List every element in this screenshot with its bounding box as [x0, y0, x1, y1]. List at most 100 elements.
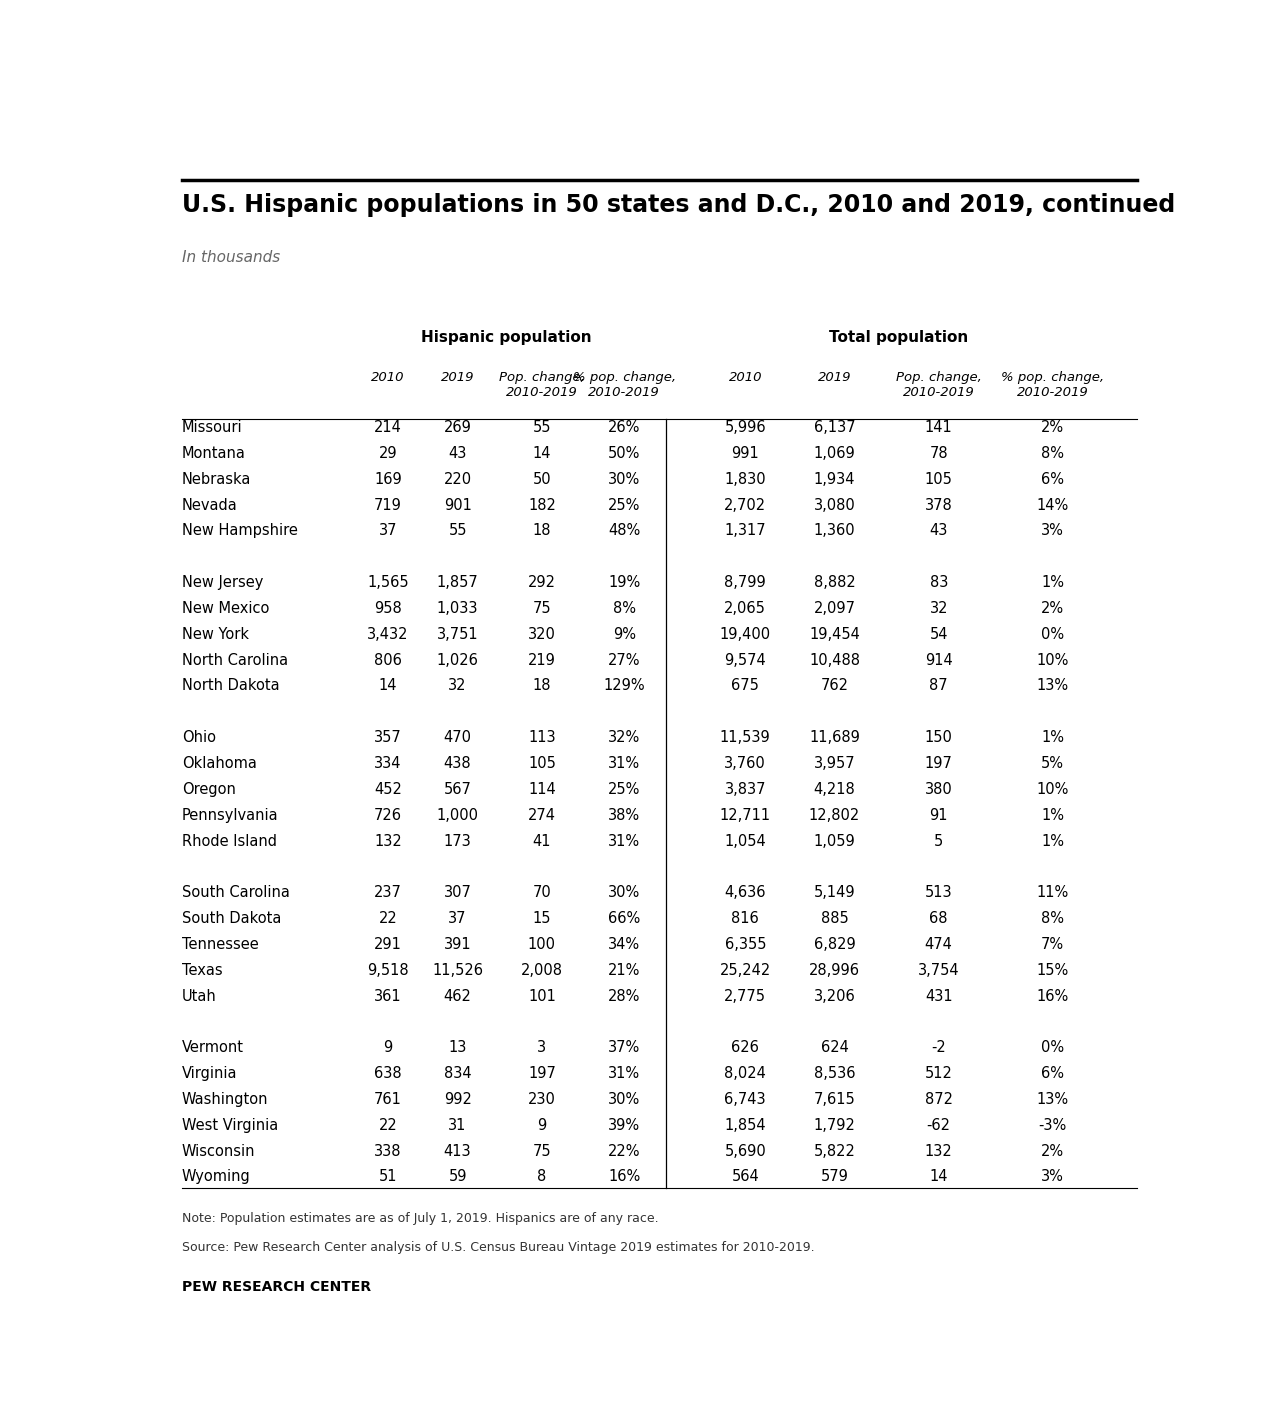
Text: Oregon: Oregon [182, 783, 236, 797]
Text: 25%: 25% [608, 498, 640, 513]
Text: 114: 114 [529, 783, 556, 797]
Text: 150: 150 [924, 730, 952, 744]
Text: 292: 292 [527, 575, 556, 591]
Text: 1%: 1% [1042, 575, 1064, 591]
Text: Pennsylvania: Pennsylvania [182, 808, 279, 822]
Text: Total population: Total population [829, 330, 969, 345]
Text: 39%: 39% [608, 1118, 640, 1132]
Text: 83: 83 [929, 575, 948, 591]
Text: 914: 914 [925, 653, 952, 668]
Text: 219: 219 [527, 653, 556, 668]
Text: 761: 761 [374, 1091, 402, 1107]
Text: 624: 624 [820, 1041, 849, 1055]
Text: 5,822: 5,822 [814, 1144, 855, 1159]
Text: 1,069: 1,069 [814, 446, 855, 461]
Text: 1%: 1% [1042, 808, 1064, 822]
Text: 22: 22 [379, 911, 398, 926]
Text: 3%: 3% [1042, 1169, 1064, 1184]
Text: 5,690: 5,690 [724, 1144, 767, 1159]
Text: 51: 51 [379, 1169, 397, 1184]
Text: 3,751: 3,751 [436, 627, 479, 642]
Text: 380: 380 [925, 783, 952, 797]
Text: 34%: 34% [608, 936, 640, 952]
Text: Wyoming: Wyoming [182, 1169, 251, 1184]
Text: % pop. change,
2010-2019: % pop. change, 2010-2019 [572, 371, 676, 399]
Text: 173: 173 [444, 833, 471, 849]
Text: 91: 91 [929, 808, 948, 822]
Text: 10%: 10% [1037, 783, 1069, 797]
Text: 28,996: 28,996 [809, 963, 860, 977]
Text: 1,054: 1,054 [724, 833, 767, 849]
Text: 638: 638 [374, 1066, 402, 1081]
Text: 11,526: 11,526 [433, 963, 483, 977]
Text: 6,355: 6,355 [724, 936, 765, 952]
Text: 834: 834 [444, 1066, 471, 1081]
Text: 719: 719 [374, 498, 402, 513]
Text: 68: 68 [929, 911, 948, 926]
Text: 7,615: 7,615 [814, 1091, 855, 1107]
Text: 50%: 50% [608, 446, 640, 461]
Text: 19,400: 19,400 [719, 627, 771, 642]
Text: 214: 214 [374, 420, 402, 436]
Text: Rhode Island: Rhode Island [182, 833, 276, 849]
Text: 30%: 30% [608, 472, 640, 486]
Text: 113: 113 [529, 730, 556, 744]
Text: 8%: 8% [1042, 446, 1064, 461]
Text: 14: 14 [929, 1169, 948, 1184]
Text: South Carolina: South Carolina [182, 885, 289, 900]
Text: 2,065: 2,065 [724, 601, 767, 616]
Text: 726: 726 [374, 808, 402, 822]
Text: 66%: 66% [608, 911, 640, 926]
Text: 438: 438 [444, 756, 471, 771]
Text: 101: 101 [527, 988, 556, 1004]
Text: 2,702: 2,702 [724, 498, 767, 513]
Text: Ohio: Ohio [182, 730, 216, 744]
Text: 2010: 2010 [371, 371, 404, 384]
Text: 31%: 31% [608, 833, 640, 849]
Text: 9,518: 9,518 [367, 963, 410, 977]
Text: 5,996: 5,996 [724, 420, 767, 436]
Text: 1,000: 1,000 [436, 808, 479, 822]
Text: 169: 169 [374, 472, 402, 486]
Text: 291: 291 [374, 936, 402, 952]
Text: 3,432: 3,432 [367, 627, 408, 642]
Text: Utah: Utah [182, 988, 216, 1004]
Text: 470: 470 [444, 730, 471, 744]
Text: 7%: 7% [1041, 936, 1065, 952]
Text: 12,711: 12,711 [719, 808, 771, 822]
Text: 12,802: 12,802 [809, 808, 860, 822]
Text: 1,934: 1,934 [814, 472, 855, 486]
Text: 105: 105 [527, 756, 556, 771]
Text: 8,536: 8,536 [814, 1066, 855, 1081]
Text: 9,574: 9,574 [724, 653, 767, 668]
Text: New York: New York [182, 627, 248, 642]
Text: 0%: 0% [1041, 627, 1065, 642]
Text: 431: 431 [925, 988, 952, 1004]
Text: New Jersey: New Jersey [182, 575, 264, 591]
Text: 675: 675 [731, 678, 759, 694]
Text: 2%: 2% [1041, 420, 1065, 436]
Text: Montana: Montana [182, 446, 246, 461]
Text: 991: 991 [731, 446, 759, 461]
Text: 31%: 31% [608, 756, 640, 771]
Text: 2019: 2019 [818, 371, 851, 384]
Text: 2%: 2% [1041, 601, 1065, 616]
Text: 14: 14 [379, 678, 397, 694]
Text: 3,754: 3,754 [918, 963, 960, 977]
Text: 26%: 26% [608, 420, 640, 436]
Text: 1,360: 1,360 [814, 523, 855, 539]
Text: Washington: Washington [182, 1091, 269, 1107]
Text: -62: -62 [927, 1118, 951, 1132]
Text: 55: 55 [532, 420, 552, 436]
Text: 357: 357 [374, 730, 402, 744]
Text: -3%: -3% [1038, 1118, 1068, 1132]
Text: 1,830: 1,830 [724, 472, 767, 486]
Text: 334: 334 [375, 756, 402, 771]
Text: 31%: 31% [608, 1066, 640, 1081]
Text: 474: 474 [924, 936, 952, 952]
Text: Note: Population estimates are as of July 1, 2019. Hispanics are of any race.: Note: Population estimates are as of Jul… [182, 1211, 658, 1225]
Text: 6%: 6% [1042, 472, 1064, 486]
Text: 32%: 32% [608, 730, 640, 744]
Text: 4,636: 4,636 [724, 885, 765, 900]
Text: 38%: 38% [608, 808, 640, 822]
